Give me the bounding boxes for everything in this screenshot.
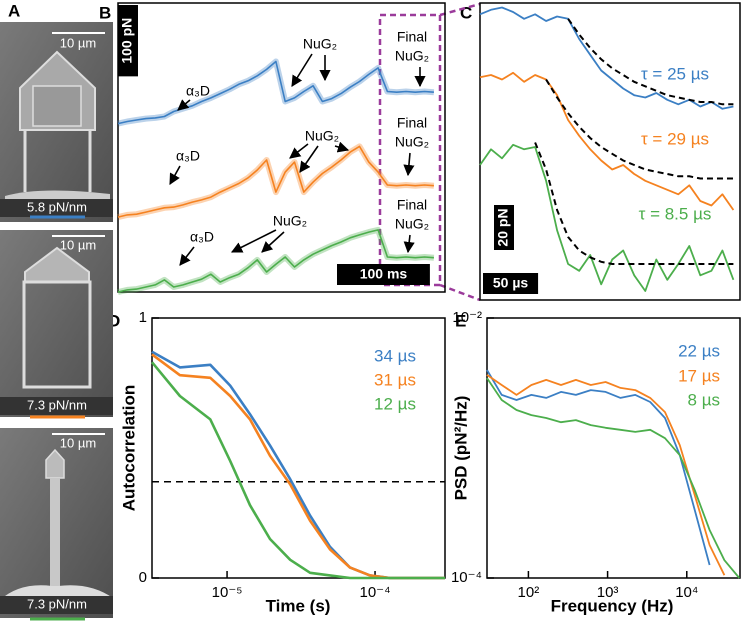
stiffness-label: 7.3 pN/nm [27,397,87,412]
trace [479,6,734,110]
plot-frame [117,2,446,293]
trace [117,60,434,125]
y-tick-label: 10⁻⁴ [451,569,482,586]
plot-frame [486,317,741,579]
fit-line [545,78,734,180]
fit-line [534,142,734,265]
x-tick-label: 10⁴ [675,584,698,601]
scale-bar-label: 10 µm [60,435,96,450]
trace [486,374,726,576]
panel-label: E [455,311,466,330]
sem-image: 10 µm 7.3 pN/nm [0,428,113,621]
annotation: Final [397,115,427,131]
annotation-arrow [230,229,277,253]
annotation-arrow [334,141,350,153]
x-axis-label: Frequency (Hz) [551,596,674,615]
annotation-arrow [169,165,181,185]
scale-bar-label: 50 µs [493,275,529,291]
trace [150,361,445,580]
annotation: Final [397,29,427,45]
series-label: 22 µs [678,341,720,360]
y-tick-label: 0 [139,569,147,586]
scale-bar [483,273,539,294]
annotation-arrow [403,152,415,177]
trace [117,229,434,293]
annotation-arrow [177,99,191,111]
x-tick-label: 10² [518,584,540,601]
series-label: τ = 8.5 µs [639,204,712,223]
scale-bar [337,264,430,285]
trace [486,377,740,579]
y-axis-label: Autocorrelation [119,385,138,512]
series-label: 8 µs [688,390,720,409]
x-tick-label: 10³ [597,584,619,601]
scale-bar [118,5,138,77]
annotation-arrow [179,246,195,266]
annotation: NuG₂ [395,134,429,150]
y-tick-label: 1 [139,309,147,326]
scale-bar [494,205,514,250]
series-label: τ = 25 µs [641,64,709,83]
sem-image: 10 µm 7.3 pN/nm [0,230,113,419]
annotation: NuG₂ [395,216,429,232]
scale-bar-label: 10 µm [60,237,96,252]
annotation: NuG₂ [273,213,307,229]
annotation-arrow [289,143,309,159]
sem-image: 10 µm 5.8 pN/nm [0,22,113,222]
scale-bar-label: 100 pN [119,18,135,64]
scale-bar-label: 10 µm [60,35,96,50]
annotation: NuG₂ [305,128,339,144]
annotation-arrow [403,234,415,254]
series-label: τ = 29 µs [641,129,709,148]
annotation: Final [397,197,427,213]
panel-label: A [8,1,20,20]
plot-frame [151,317,446,579]
trace [479,143,735,292]
x-tick-label: 10⁻⁴ [360,584,391,601]
scale-bar-label: 20 pN [495,208,511,246]
trace [479,71,735,211]
series-label: 31 µs [374,370,416,389]
series-label: 12 µs [374,394,416,413]
y-tick-label: 10⁻² [452,309,482,326]
series-label: 17 µs [678,366,720,385]
annotation: α₃D [176,148,200,164]
annotation: NuG₂ [303,36,337,52]
y-axis-label: PSD (pN²/Hz) [451,396,470,501]
scale-bar-label: 100 ms [360,266,408,282]
trace-band [117,58,435,127]
stiffness-label: 5.8 pN/nm [27,199,87,214]
x-tick-label: 10⁻⁵ [212,584,243,601]
annotation-arrow [261,231,285,253]
panel-label: B [99,3,111,22]
stiffness-label: 7.3 pN/nm [27,596,87,611]
trace [486,369,711,566]
trace [117,145,434,218]
annotation: α₃D [186,83,210,99]
trace-band [117,143,435,221]
plot-frame [479,2,741,301]
x-axis-label: Time (s) [266,596,331,615]
fit-line [567,18,734,106]
annotation-arrow [291,53,313,87]
annotation-arrow [299,145,319,173]
annotation: NuG₂ [395,48,429,64]
series-label: 34 µs [374,346,416,365]
annotation: α₃D [190,229,214,245]
